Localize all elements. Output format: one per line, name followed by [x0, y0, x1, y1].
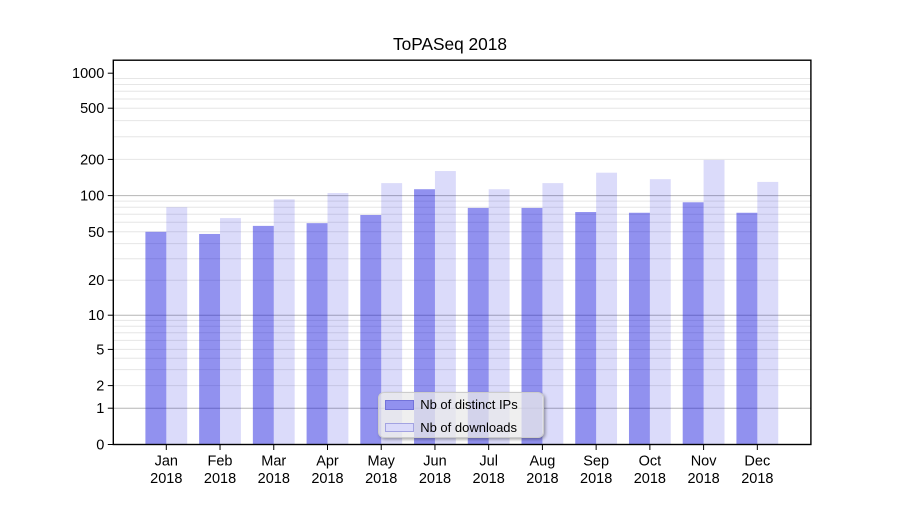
svg-text:Jul: Jul [479, 454, 498, 470]
svg-text:Jun: Jun [423, 454, 446, 470]
svg-text:2018: 2018 [741, 471, 773, 487]
svg-text:Aug: Aug [530, 454, 556, 470]
svg-text:Oct: Oct [639, 454, 662, 470]
svg-text:100: 100 [80, 189, 104, 205]
svg-text:2018: 2018 [204, 471, 236, 487]
svg-text:Nov: Nov [691, 454, 718, 470]
svg-text:2018: 2018 [580, 471, 612, 487]
svg-text:2018: 2018 [258, 471, 290, 487]
svg-text:1: 1 [96, 401, 104, 417]
svg-text:200: 200 [80, 152, 104, 168]
svg-text:May: May [368, 454, 396, 470]
svg-text:Jan: Jan [155, 454, 178, 470]
svg-text:1000: 1000 [72, 66, 104, 82]
svg-text:0: 0 [96, 438, 104, 454]
svg-text:2018: 2018 [311, 471, 343, 487]
svg-text:Dec: Dec [744, 454, 770, 470]
svg-text:Apr: Apr [316, 454, 339, 470]
svg-text:2018: 2018 [473, 471, 505, 487]
svg-text:Mar: Mar [261, 454, 286, 470]
svg-text:2018: 2018 [150, 471, 182, 487]
svg-text:5: 5 [96, 342, 104, 358]
svg-text:50: 50 [88, 225, 104, 241]
svg-text:20: 20 [88, 273, 104, 289]
svg-text:2018: 2018 [419, 471, 451, 487]
svg-text:2018: 2018 [365, 471, 397, 487]
svg-text:Feb: Feb [208, 454, 233, 470]
svg-text:2018: 2018 [634, 471, 666, 487]
svg-text:10: 10 [88, 308, 104, 324]
svg-text:2: 2 [96, 379, 104, 395]
svg-text:500: 500 [80, 101, 104, 117]
svg-text:2018: 2018 [526, 471, 558, 487]
svg-text:2018: 2018 [687, 471, 719, 487]
svg-text:Sep: Sep [583, 454, 609, 470]
